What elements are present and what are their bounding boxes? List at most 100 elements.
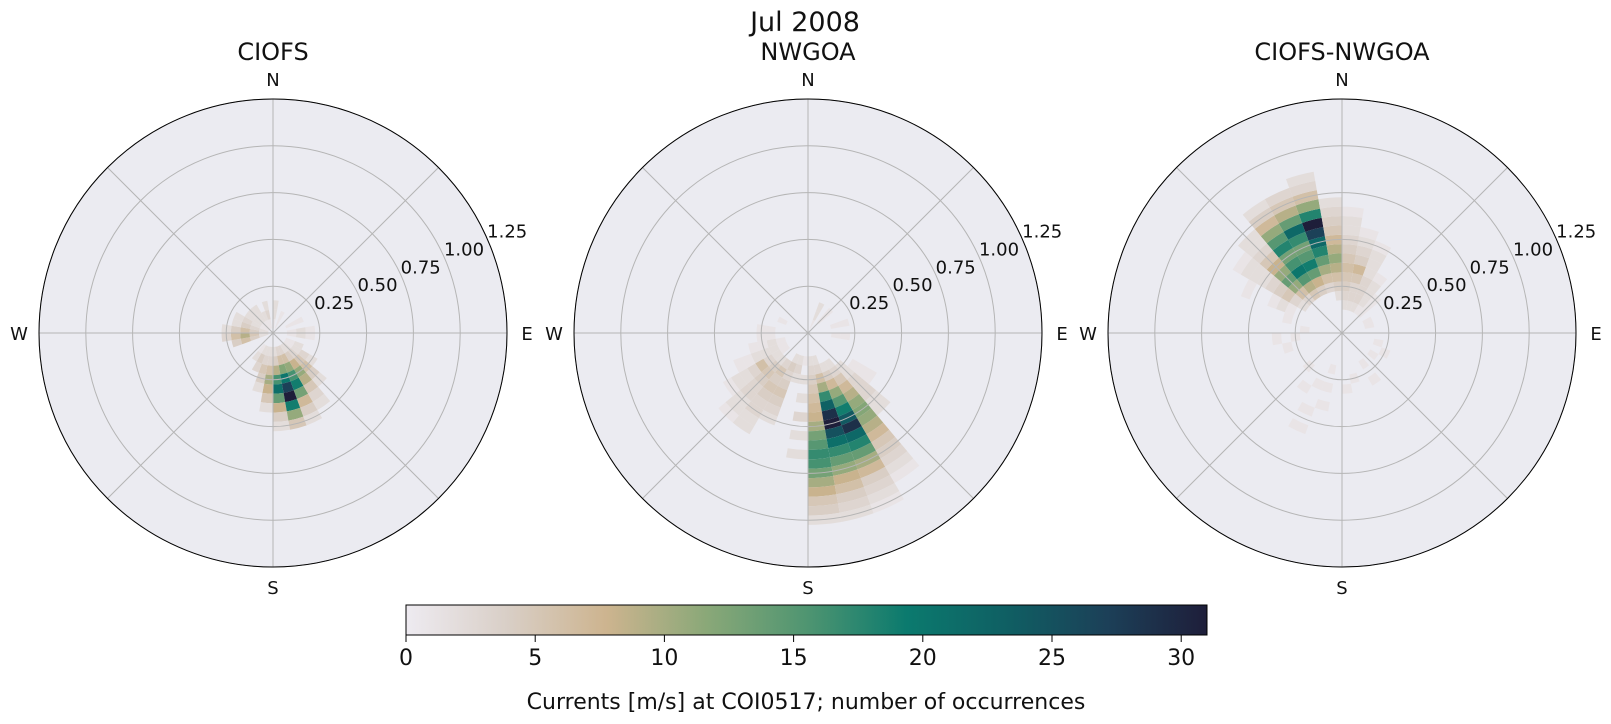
rose-bin bbox=[828, 385, 844, 399]
panel-title-ciofs-nwgoa: CIOFS-NWGOA bbox=[1254, 38, 1430, 66]
rose-bin bbox=[1267, 293, 1282, 309]
colorbar-tick-label: 10 bbox=[650, 646, 678, 671]
rose-bin bbox=[786, 448, 808, 460]
direction-labels: N E S W bbox=[545, 70, 1068, 599]
radial-tick-label: 1.00 bbox=[1513, 239, 1553, 260]
rose-bin bbox=[280, 343, 288, 354]
direction-label-e: E bbox=[1056, 324, 1067, 345]
rose-bin bbox=[825, 377, 839, 391]
polar-grid bbox=[1107, 98, 1577, 568]
rose-bin bbox=[286, 407, 304, 421]
rose-bin bbox=[1281, 287, 1296, 303]
rose-bin bbox=[1311, 245, 1329, 259]
rose-bin bbox=[1320, 206, 1342, 218]
rose-bin bbox=[273, 318, 276, 329]
rose-bin bbox=[1366, 258, 1382, 273]
rose-bin bbox=[742, 353, 756, 369]
rose-panel-nwgoa: NWGOA 0.250.500.751.001.25 N E S W bbox=[545, 38, 1068, 599]
radial-tick-label: 0.50 bbox=[1426, 275, 1466, 296]
rose-bin bbox=[871, 429, 896, 451]
rose-bin bbox=[293, 341, 304, 350]
rose-bin bbox=[750, 393, 769, 410]
rose-bin bbox=[268, 346, 273, 357]
rose-bin bbox=[829, 451, 855, 467]
grid-spoke bbox=[1341, 167, 1508, 334]
rose-bin bbox=[293, 316, 304, 325]
rose-bin bbox=[828, 442, 852, 458]
rose-bin bbox=[1298, 208, 1322, 224]
rose-bin bbox=[240, 337, 251, 345]
rose-bin bbox=[836, 486, 868, 504]
grid-spoke bbox=[1176, 332, 1343, 499]
rose-bin bbox=[240, 327, 250, 333]
rose-bin bbox=[795, 392, 808, 404]
rose-bin bbox=[1369, 249, 1387, 265]
rose-bin bbox=[251, 304, 262, 316]
grid-spoke bbox=[807, 332, 974, 499]
rose-bin bbox=[285, 337, 295, 345]
rose-bin bbox=[240, 333, 250, 339]
rose-bin bbox=[756, 386, 773, 402]
rose-bin bbox=[768, 344, 780, 355]
rose-bin bbox=[762, 379, 778, 394]
rose-bin bbox=[308, 386, 325, 402]
rose-bin bbox=[830, 321, 841, 329]
rose-bin bbox=[1362, 267, 1378, 281]
rose-bin bbox=[1334, 290, 1342, 301]
rose-bin bbox=[833, 469, 861, 486]
rose-bin bbox=[273, 383, 284, 394]
rose-bin bbox=[861, 368, 877, 385]
rose-bin bbox=[775, 337, 786, 345]
rose-bin bbox=[1314, 399, 1330, 412]
rose-bin bbox=[305, 325, 316, 333]
rose-bin bbox=[768, 393, 784, 408]
rose-bin bbox=[857, 458, 886, 479]
rose-bin bbox=[796, 355, 804, 366]
rose-bin bbox=[808, 402, 822, 413]
rose-bin bbox=[1290, 264, 1307, 280]
rose-bin bbox=[750, 350, 764, 364]
colorbar-tick-label: 5 bbox=[528, 646, 542, 671]
rose-bin bbox=[834, 478, 864, 495]
rose-panel-ciofs-nwgoa: CIOFS-NWGOA 0.250.500.751.001.25 N E S W bbox=[1079, 38, 1602, 599]
rose-bin bbox=[851, 442, 876, 461]
rose-bin bbox=[1342, 225, 1361, 237]
rose-bin bbox=[808, 439, 829, 450]
rose-bin bbox=[251, 361, 262, 373]
grid-spoke bbox=[272, 167, 439, 334]
rose-bin bbox=[1242, 199, 1270, 222]
direction-label-n: N bbox=[266, 70, 279, 91]
radial-tick-label: 0.50 bbox=[357, 275, 397, 296]
rose-bin bbox=[251, 321, 261, 329]
colorbar-tick-label: 15 bbox=[780, 646, 808, 671]
rose-bin bbox=[1284, 256, 1303, 273]
rose-bin bbox=[864, 474, 895, 496]
radial-tick-label: 0.75 bbox=[936, 257, 976, 278]
rose-bin bbox=[1342, 262, 1355, 274]
rose-bin bbox=[300, 401, 318, 417]
rose-bin bbox=[1305, 227, 1325, 241]
rose-bin bbox=[259, 328, 269, 333]
rose-bin bbox=[843, 386, 860, 402]
rose-bin bbox=[821, 407, 839, 421]
rose-bins-ciofs-nwgoa bbox=[1232, 171, 1392, 435]
rose-bin bbox=[273, 365, 281, 376]
rose-bin bbox=[738, 408, 759, 427]
rose-bin bbox=[880, 444, 908, 467]
rose-bin bbox=[1342, 383, 1353, 394]
rose-bin bbox=[885, 451, 914, 475]
rose-bin bbox=[812, 311, 820, 321]
rose-bin bbox=[284, 361, 295, 373]
radial-tick-label: 1.25 bbox=[1556, 222, 1596, 243]
rose-bin bbox=[251, 350, 262, 362]
rose-bin bbox=[285, 321, 295, 329]
rose-bin bbox=[840, 333, 851, 341]
rose-bin bbox=[838, 379, 854, 394]
direction-label-e: E bbox=[1590, 324, 1601, 345]
rose-bin bbox=[808, 356, 814, 366]
grid-spoke bbox=[107, 167, 274, 334]
grid-spoke bbox=[807, 167, 974, 334]
colorbar-ticks: 0 5 10 15 20 25 30 bbox=[399, 635, 1195, 671]
rose-bin bbox=[1272, 239, 1293, 258]
rose-bin bbox=[861, 415, 884, 435]
